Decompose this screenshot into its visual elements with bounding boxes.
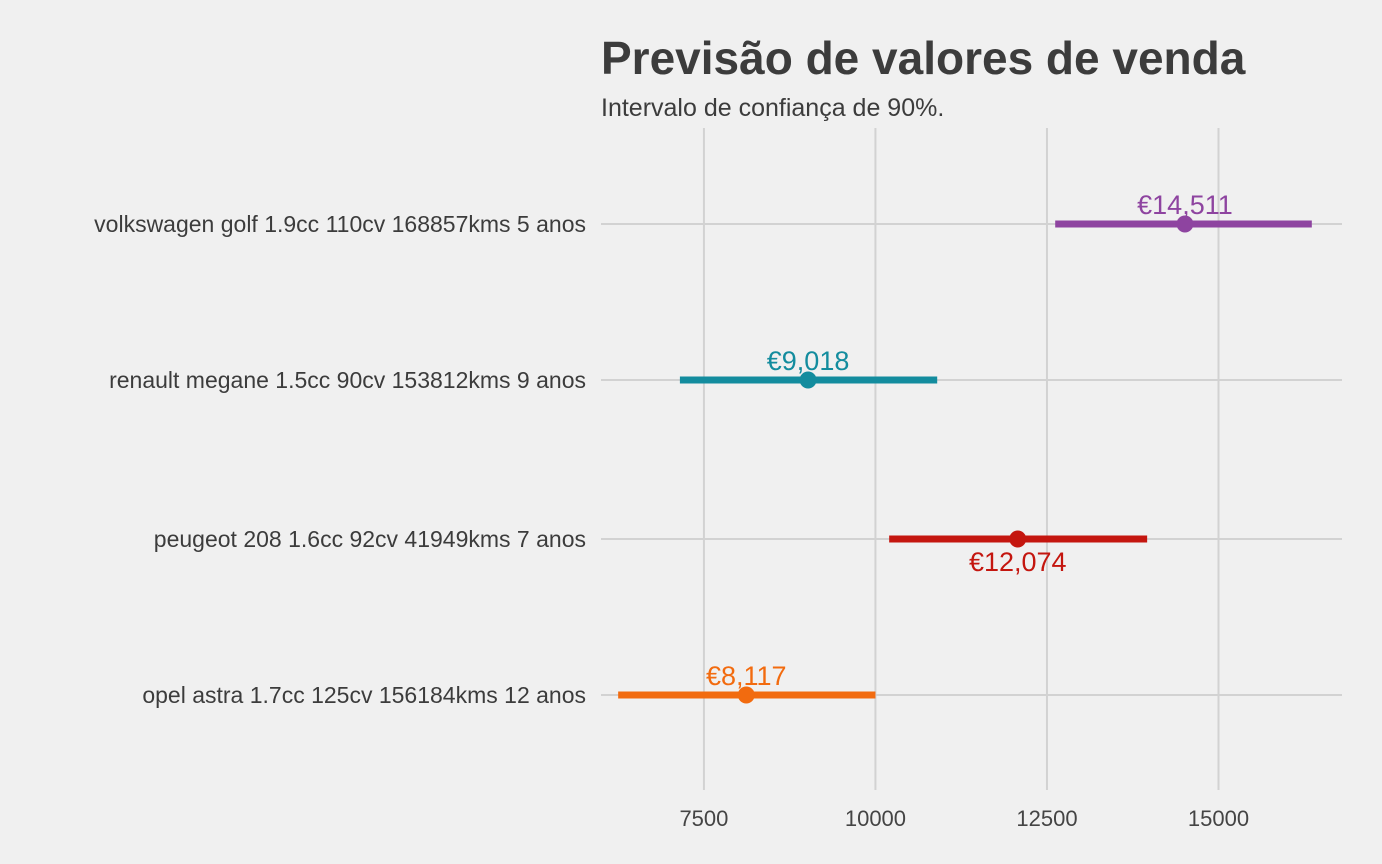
data-layer: €14,511 €9,018 €12,074 €8,117 — [618, 190, 1312, 704]
chart-subtitle: Intervalo de confiança de 90%. — [601, 94, 944, 122]
x-tick-label: 7500 — [679, 806, 728, 831]
x-tick-label: 12500 — [1016, 806, 1077, 831]
value-label: €8,117 — [706, 661, 787, 691]
chart-title: Previsão de valores de venda — [601, 32, 1246, 84]
point-estimate — [1176, 215, 1194, 233]
value-label: €9,018 — [767, 346, 850, 376]
category-label: peugeot 208 1.6cc 92cv 41949kms 7 anos — [154, 526, 586, 552]
category-label: opel astra 1.7cc 125cv 156184kms 12 anos — [142, 682, 586, 708]
value-label: €12,074 — [969, 547, 1067, 577]
x-tick-label: 15000 — [1188, 806, 1249, 831]
category-label: renault megane 1.5cc 90cv 153812kms 9 an… — [109, 367, 586, 393]
point-estimate — [1009, 530, 1027, 548]
x-tick-label: 10000 — [845, 806, 906, 831]
value-label: €14,511 — [1137, 190, 1233, 220]
point-estimate — [799, 371, 817, 389]
category-label: volkswagen golf 1.9cc 110cv 168857kms 5 … — [94, 211, 586, 237]
point-estimate — [737, 686, 755, 704]
grid-layer: 7500 10000 12500 15000 volkswagen golf 1.9cc… — [94, 128, 1342, 831]
